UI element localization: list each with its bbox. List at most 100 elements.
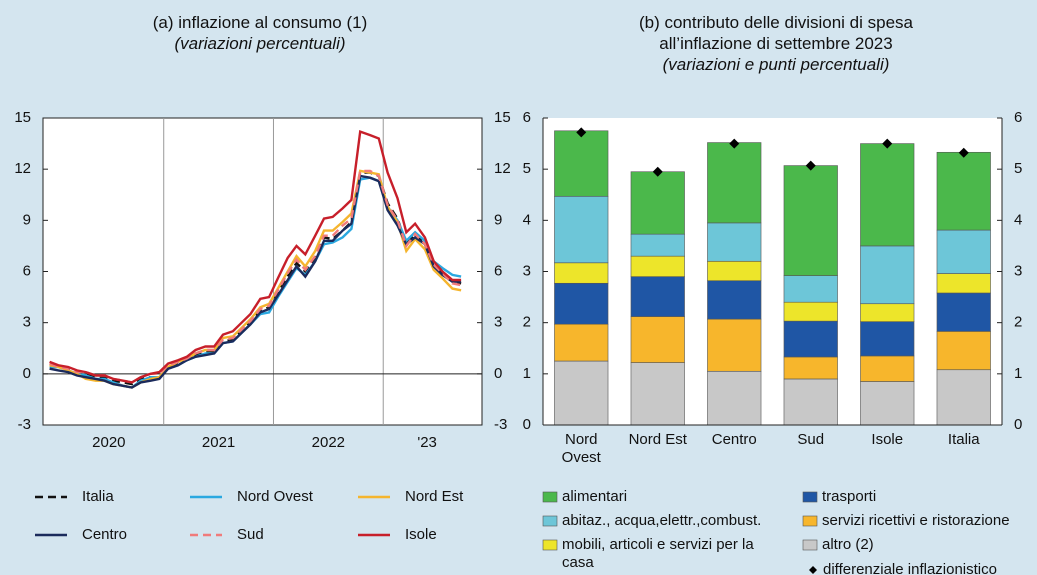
chart-title: (b) contributo delle divisioni di spesa … xyxy=(638,13,914,53)
y-tick-label: 3 xyxy=(523,262,531,279)
data-line xyxy=(49,174,462,389)
legend-label: Isole xyxy=(405,526,437,543)
bar-segment xyxy=(630,276,685,317)
marker xyxy=(958,147,969,158)
bar-segment xyxy=(936,273,991,294)
y-tick-label: 9 xyxy=(23,211,31,228)
x-tick-label: '23 xyxy=(417,434,437,451)
y2-tick-label: 0 xyxy=(494,365,502,382)
bar-segment xyxy=(860,381,915,426)
y-tick-label: 0 xyxy=(523,416,531,433)
legend-swatch xyxy=(542,539,558,551)
y-tick-label: 6 xyxy=(23,262,31,279)
y-tick-label: 4 xyxy=(523,211,531,228)
y2-tick-label: 5 xyxy=(1014,160,1022,177)
legend-swatch xyxy=(802,491,818,503)
x-tick-label: Centro xyxy=(711,431,757,448)
y2-tick-label: 1 xyxy=(1014,365,1022,382)
bar-segment xyxy=(554,130,609,197)
bar-segment xyxy=(783,301,838,322)
legend-swatch xyxy=(542,515,558,527)
legend-swatch xyxy=(802,515,818,527)
bar-segment xyxy=(707,370,762,426)
marker xyxy=(652,166,663,177)
plot-area xyxy=(42,117,483,426)
legend-label: servizi ricettivi e ristorazione xyxy=(822,512,1010,529)
marker xyxy=(729,138,740,149)
y2-tick-label: 3 xyxy=(1014,262,1022,279)
legend-label: differenziale inflazionistico xyxy=(823,561,997,575)
bar-segment xyxy=(860,355,915,382)
x-tick-label: 2020 xyxy=(92,434,125,451)
bar-segment xyxy=(554,323,609,362)
legend-label: Centro xyxy=(82,526,127,543)
bar-segment xyxy=(783,275,838,303)
y-tick-label: 2 xyxy=(523,314,531,331)
bar-segment xyxy=(783,165,838,276)
y-tick-label: 6 xyxy=(523,109,531,126)
y-tick-label: 12 xyxy=(14,160,31,177)
bar-segment xyxy=(707,318,762,372)
legend-label: alimentari xyxy=(562,488,628,505)
bar-segment xyxy=(860,143,915,247)
legend-label: altro (2) xyxy=(822,536,874,553)
bar-segment xyxy=(783,356,838,380)
bar-segment xyxy=(630,233,685,257)
chart-subtitle: (variazioni e punti percentuali) xyxy=(662,55,890,74)
legend-label: Nord Est xyxy=(405,488,464,505)
bar-segment xyxy=(707,142,762,224)
x-tick-label: Sud xyxy=(797,431,825,448)
x-tick-label: Italia xyxy=(947,431,980,448)
y-tick-label: 15 xyxy=(14,109,31,126)
legend-label: Sud xyxy=(237,526,264,543)
bar-segment xyxy=(783,320,838,358)
marker xyxy=(805,160,816,171)
chart-title: (a) inflazione al consumo (1) xyxy=(152,13,368,32)
legend-swatch xyxy=(542,491,558,503)
marker xyxy=(882,138,893,149)
y2-tick-label: 6 xyxy=(1014,109,1022,126)
bar-segment xyxy=(936,151,991,231)
y2-tick-label: -3 xyxy=(494,416,507,433)
bar-segment xyxy=(936,229,991,274)
bar-segment xyxy=(630,171,685,235)
bar-segment xyxy=(783,378,838,426)
y2-tick-label: 2 xyxy=(1014,314,1022,331)
data-line xyxy=(49,129,462,384)
y2-tick-label: 4 xyxy=(1014,211,1022,228)
bar-segment xyxy=(707,222,762,262)
bar-segment xyxy=(554,360,609,426)
bar-segment xyxy=(860,321,915,357)
legend-swatch xyxy=(802,539,818,551)
plot-area xyxy=(543,118,1002,425)
x-tick-label: Isole xyxy=(871,431,904,448)
bar-segment xyxy=(860,303,915,322)
legend-label: Nord Ovest xyxy=(237,488,314,505)
bar-segment xyxy=(936,369,991,426)
bar-segment xyxy=(936,331,991,371)
bar-segment xyxy=(707,260,762,282)
bar-segment xyxy=(860,245,915,305)
x-tick-label: Nord Ovest xyxy=(561,431,601,466)
chart-subtitle: (variazioni percentuali) xyxy=(174,34,346,53)
y-tick-label: 0 xyxy=(23,365,31,382)
y-tick-label: 5 xyxy=(523,160,531,177)
marker xyxy=(576,127,587,138)
legend-label: abitaz., acqua,elettr.,combust. xyxy=(562,512,762,529)
bar-segment xyxy=(554,262,609,284)
bar-segment xyxy=(554,282,609,325)
legend-label: trasporti xyxy=(822,488,877,505)
y-tick-label: 3 xyxy=(23,314,31,331)
bar-segment xyxy=(630,362,685,426)
x-tick-label: Nord Est xyxy=(628,431,687,448)
legend-label: Italia xyxy=(82,488,114,505)
bar-segment xyxy=(630,255,685,277)
bar-segment xyxy=(707,280,762,320)
bar-segment xyxy=(630,316,685,363)
y2-tick-label: 0 xyxy=(1014,416,1022,433)
y2-tick-label: 15 xyxy=(494,109,511,126)
y2-tick-label: 12 xyxy=(494,160,511,177)
y2-tick-label: 6 xyxy=(494,262,502,279)
